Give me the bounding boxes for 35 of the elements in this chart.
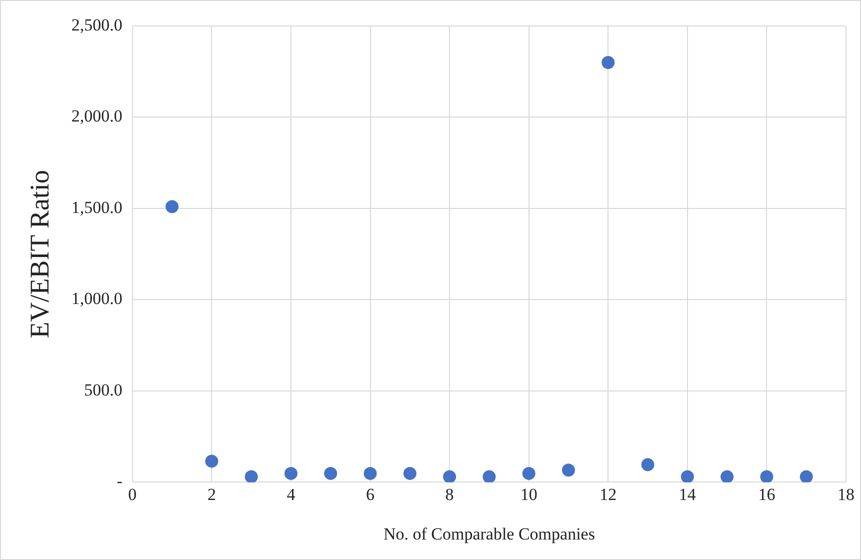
- x-tick-label: 18: [838, 484, 854, 504]
- x-tick-label: 2: [207, 484, 216, 504]
- point: [720, 470, 734, 482]
- x-axis-title: No. of Comparable Companies: [383, 524, 595, 544]
- x-tick-label: 12: [600, 484, 617, 504]
- point: [482, 470, 496, 482]
- y-tick-label: 2,500.0: [71, 15, 122, 34]
- y-tick-label: 2,000.0: [71, 106, 122, 126]
- point: [602, 56, 615, 69]
- y-axis-title: EV/EBIT Ratio: [24, 170, 54, 338]
- point: [641, 458, 654, 472]
- point: [800, 470, 813, 482]
- x-tick-label: 8: [445, 484, 454, 504]
- y-tick-label: -: [116, 472, 123, 491]
- x-tick-label: 4: [286, 484, 296, 504]
- point: [284, 466, 298, 480]
- point: [403, 466, 416, 480]
- point: [244, 470, 258, 482]
- point: [562, 464, 575, 477]
- point: [760, 470, 774, 482]
- x-tick-label: 0: [128, 484, 137, 504]
- point: [205, 454, 218, 468]
- point: [166, 200, 179, 214]
- point: [443, 470, 456, 482]
- y-tick-label: 500.0: [84, 380, 122, 400]
- y-tick-label: 1,000.0: [71, 289, 122, 308]
- point: [522, 466, 536, 480]
- y-tick-label: 1,500.0: [71, 198, 122, 217]
- point: [364, 466, 377, 480]
- x-tick-label: 16: [758, 484, 776, 504]
- x-tick-label: 10: [520, 484, 538, 504]
- point: [324, 466, 338, 480]
- x-tick-label: 14: [678, 484, 696, 504]
- x-tick-label: 6: [366, 484, 375, 504]
- point: [680, 470, 694, 482]
